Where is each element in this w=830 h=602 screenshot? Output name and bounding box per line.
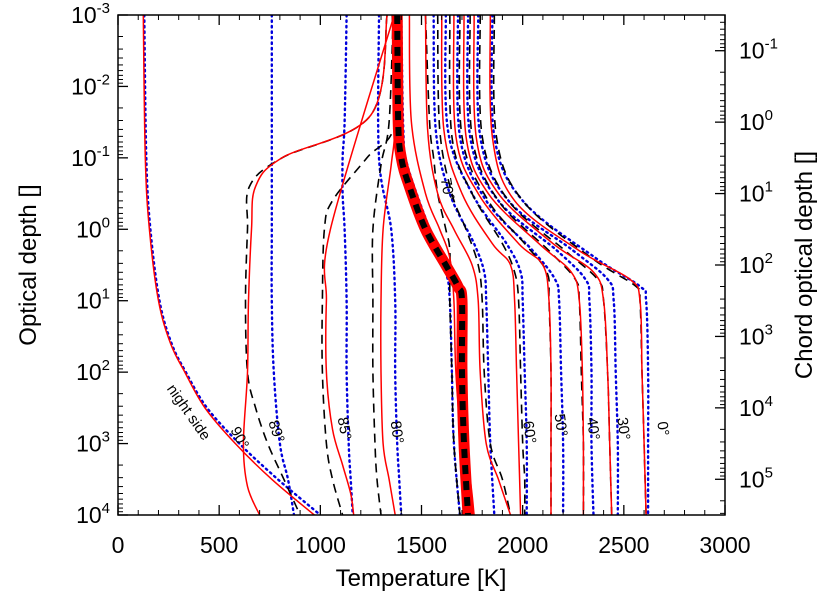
y-axis-title: Optical depth [] <box>15 184 42 345</box>
curve-label: 80° <box>387 420 407 445</box>
profile-dashed-50 <box>458 15 552 515</box>
profile-dotted-80 <box>376 15 403 515</box>
y2-axis-title: Chord optical depth [] <box>791 151 818 379</box>
profile-dashed-80 <box>371 15 394 515</box>
y-tick-label: 103 <box>76 429 110 457</box>
profile-dashed-90 <box>244 15 388 515</box>
curve-label: 89° <box>264 418 287 445</box>
profile-solid-90 <box>142 15 315 515</box>
profile-dotted-30 <box>476 15 620 515</box>
x-tick-label: 1500 <box>396 532 447 558</box>
profile-solid-0 <box>489 15 647 515</box>
profile-dotted-70 <box>432 15 496 515</box>
y2-tick-label: 101 <box>739 179 773 207</box>
y-tick-label: 10-3 <box>71 0 110 28</box>
mean-profile-black-dashed <box>394 15 471 515</box>
curve-label: 40° <box>583 416 603 441</box>
profile-dashed-70 <box>436 15 512 515</box>
profile-dotted-85 <box>341 15 354 515</box>
y-tick-label: 104 <box>76 500 110 528</box>
curve-label: 60° <box>519 420 539 445</box>
y-tick-label: 102 <box>76 357 110 385</box>
axis-layer: 0 500 1000 1500 2000 2500 3000 10-3 10-2 10-1 100 1… <box>71 0 778 558</box>
x-tick-label: 500 <box>200 532 238 558</box>
y2-tick-label: 103 <box>739 321 773 349</box>
y-tick-label: 100 <box>76 214 110 242</box>
curve-label: 50° <box>551 413 571 438</box>
profile-dashed-75 <box>424 15 461 515</box>
profile-solid-85 <box>323 15 395 515</box>
curve-label: 90° <box>227 424 253 452</box>
profile-solid-60 <box>440 15 522 515</box>
curve-label: night side <box>163 381 214 443</box>
profile-dotted-40 <box>466 15 595 515</box>
y-tick-label: 10-1 <box>71 143 110 171</box>
series-layer <box>142 15 650 515</box>
profile-dotted-50 <box>456 15 565 515</box>
y2-tick-label: 100 <box>739 107 773 135</box>
curve-label: 30° <box>613 416 633 441</box>
y2-tick-label: 10-1 <box>739 36 778 64</box>
y2-tick-label: 105 <box>739 464 773 492</box>
profile-dotted-89 <box>270 15 296 515</box>
x-tick-label: 2500 <box>598 532 649 558</box>
x-axis-title: Temperature [K] <box>336 565 507 592</box>
curve-label: 85° <box>334 416 355 441</box>
x-tick-label: 1000 <box>295 532 346 558</box>
x-tick-label: 2000 <box>497 532 548 558</box>
y2-tick-label: 102 <box>739 250 773 278</box>
mean-profile-red-band <box>391 15 474 515</box>
profile-solid-70 <box>424 15 512 515</box>
profile-dotted-0 <box>490 15 650 515</box>
y-tick-label: 101 <box>76 286 110 314</box>
x-tick-label: 3000 <box>699 532 750 558</box>
profile-dotted-90 <box>143 15 322 515</box>
profile-dotted-60 <box>444 15 529 515</box>
curve-label: 0° <box>653 420 672 437</box>
y-tick-label: 10-2 <box>71 71 110 99</box>
profile-solid-night-side <box>242 15 388 515</box>
plot-frame <box>117 14 726 516</box>
profile-solid-30 <box>472 15 613 515</box>
curve-label: 70° <box>437 177 458 202</box>
profile-dashed-85 <box>321 15 398 515</box>
profile-solid-50 <box>452 15 552 515</box>
y2-tick-label: 104 <box>739 393 773 421</box>
profile-solid-40 <box>462 15 585 515</box>
x-tick-label: 0 <box>112 532 125 558</box>
